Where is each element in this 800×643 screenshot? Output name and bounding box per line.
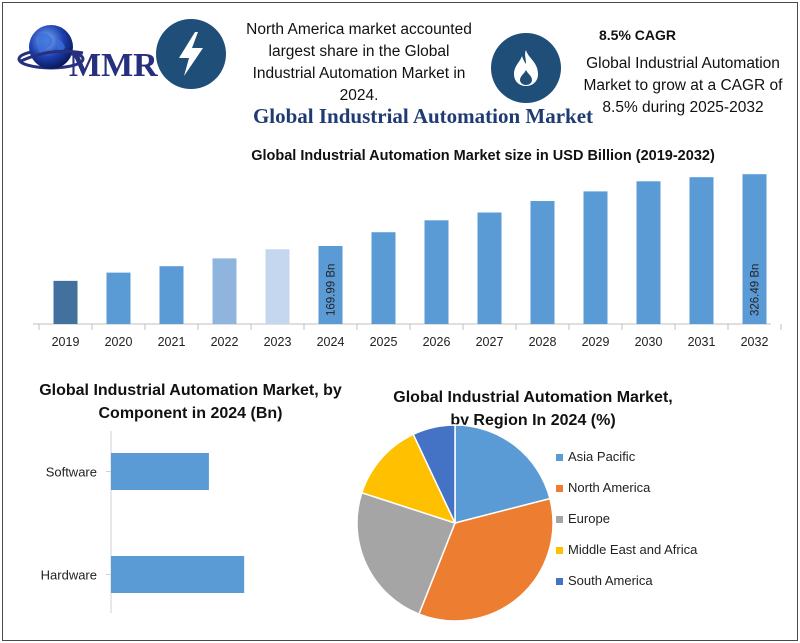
market-size-bar-chart: 2019 2020 2021 2022 2023 2024 169.99 Bn 2025 202… [33,174,782,349]
main-title: Global Industrial Automation Market [252,104,594,128]
pie-slice-europe [356,491,456,616]
bar-2028 [530,201,555,324]
bar-2024 [318,246,343,324]
bar-chart-title: Global Industrial Automation Market size… [251,148,715,164]
legend-label-asia-pacific: Asia Pacific [568,449,636,464]
cagr-heading: 8.5% CAGR [599,27,677,43]
legend-label-north-america: North America [568,480,651,495]
legend-label-south-america: South America [568,573,653,588]
bar-2030 [636,181,661,324]
globe-icon [17,25,85,70]
component-bar-hardware [111,556,245,593]
logo-text: MMR [69,47,158,84]
x-tick-label-2028: 2028 [529,335,557,349]
legend-swatch [556,578,563,585]
data-label-2032: 326.49 Bn [750,264,762,316]
x-tick-label-2026: 2026 [423,335,451,349]
bar-2026 [424,220,449,324]
data-label-2024: 169.99 Bn [326,264,338,316]
component-label-hardware: Hardware [41,568,97,583]
component-chart-title: Global Industrial Automation Market, by … [39,382,342,422]
legend-label-middle-east-and-africa: Middle East and Africa [568,542,698,557]
component-label-software: Software [46,465,97,480]
bar-2022 [212,258,237,324]
x-tick-label-2024: 2024 [317,335,345,349]
component-bar-chart: Software Hardware [41,431,245,613]
region-chart-title: Global Industrial Automation Market, by … [393,389,673,429]
x-tick-label-2032: 2032 [741,335,769,349]
x-tick-label-2025: 2025 [370,335,398,349]
x-tick-label-2022: 2022 [211,335,239,349]
bar-2019 [53,280,78,324]
legend-swatch [556,454,563,461]
x-tick-label-2023: 2023 [264,335,292,349]
component-bar-software [111,453,209,490]
x-tick-label-2020: 2020 [105,335,133,349]
lightning-bolt-icon [156,19,226,89]
legend-swatch [556,547,563,554]
legend-label-europe: Europe [568,511,610,526]
x-tick-label-2027: 2027 [476,335,504,349]
bar-2031 [689,177,714,324]
callout-left-text: North America market accounted largest s… [246,21,472,104]
legend-swatch [556,485,563,492]
callout-right-text: Global Industrial Automation Market to g… [583,55,783,116]
bar-2021 [159,266,184,324]
pie-slice-south-america [412,424,456,524]
legend-swatch [556,516,563,523]
bar-2029 [583,191,608,324]
pie-slice-north-america [417,497,554,622]
pie-slice-asia-pacific [454,424,551,524]
flame-icon [491,33,561,103]
bar-2020 [106,272,131,324]
x-tick-label-2031: 2031 [688,335,716,349]
mmr-logo: MMR [17,17,158,85]
x-tick-label-2029: 2029 [582,335,610,349]
bar-2023 [265,249,290,324]
bar-2025 [371,232,396,324]
pie-slice-middle-east-and-africa [360,433,457,525]
bar-2032 [742,174,767,324]
region-pie-chart: Asia Pacific North America Europe Middle Ea… [356,424,698,622]
x-tick-label-2019: 2019 [52,335,80,349]
x-tick-label-2030: 2030 [635,335,663,349]
x-tick-label-2021: 2021 [158,335,186,349]
bar-2027 [477,212,502,324]
